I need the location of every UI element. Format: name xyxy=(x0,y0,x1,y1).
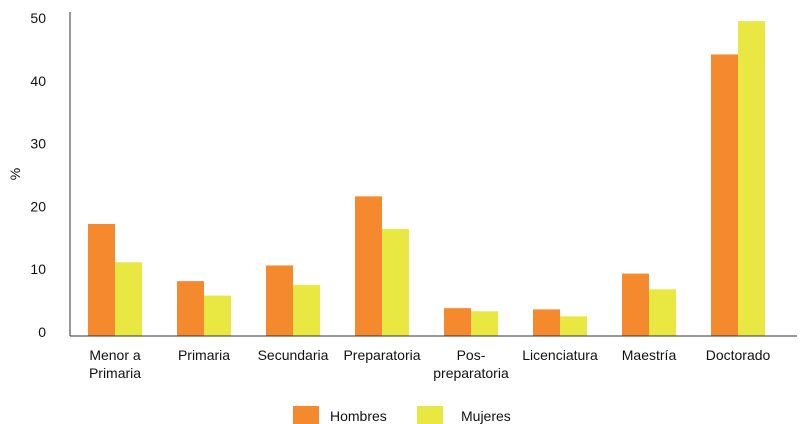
y-tick-label: 0 xyxy=(38,324,46,340)
bar-hombres xyxy=(533,309,560,336)
bar-hombres xyxy=(177,281,204,336)
y-tick-label: 50 xyxy=(30,10,46,26)
y-axis: 0 10 20 30 40 50 xyxy=(30,10,46,340)
bar-hombres xyxy=(88,223,115,336)
bar-hombres xyxy=(444,308,471,336)
x-tick-label: Pos-preparatoria xyxy=(433,347,509,381)
legend-swatch-mujeres xyxy=(417,406,443,424)
y-tick-label: 30 xyxy=(30,136,46,152)
legend-label-hombres: Hombres xyxy=(330,408,387,424)
y-tick-label: 10 xyxy=(30,261,46,277)
x-tick-label: Primaria xyxy=(178,347,230,363)
bar-hombres xyxy=(266,265,293,336)
bar-mujeres xyxy=(560,316,587,336)
bar-mujeres xyxy=(293,284,320,336)
y-axis-title: % xyxy=(7,168,23,180)
bar-mujeres xyxy=(738,21,765,336)
bar-hombres xyxy=(711,54,738,336)
bar-mujeres xyxy=(115,262,142,336)
bar-mujeres xyxy=(471,311,498,336)
legend: Hombres Mujeres xyxy=(293,406,511,424)
y-tick-label: 20 xyxy=(30,198,46,214)
bar-mujeres xyxy=(382,229,409,336)
bar-hombres xyxy=(622,273,649,336)
bar-mujeres xyxy=(204,295,231,336)
x-tick-label: Preparatoria xyxy=(343,347,420,363)
x-tick-label: Licenciatura xyxy=(522,347,598,363)
legend-label-mujeres: Mujeres xyxy=(461,408,511,424)
y-tick-label: 40 xyxy=(30,73,46,89)
legend-swatch-hombres xyxy=(293,406,319,424)
bars xyxy=(88,21,765,336)
bar-hombres xyxy=(355,196,382,336)
x-tick-label: Doctorado xyxy=(706,347,771,363)
bar-mujeres xyxy=(649,289,676,336)
x-tick-label: Menor a Primaria xyxy=(89,347,141,381)
x-tick-label: Maestría xyxy=(622,347,677,363)
x-axis: Menor a Primaria Primaria Secundaria Prepara… xyxy=(89,347,771,381)
x-tick-label: Secundaria xyxy=(258,347,329,363)
